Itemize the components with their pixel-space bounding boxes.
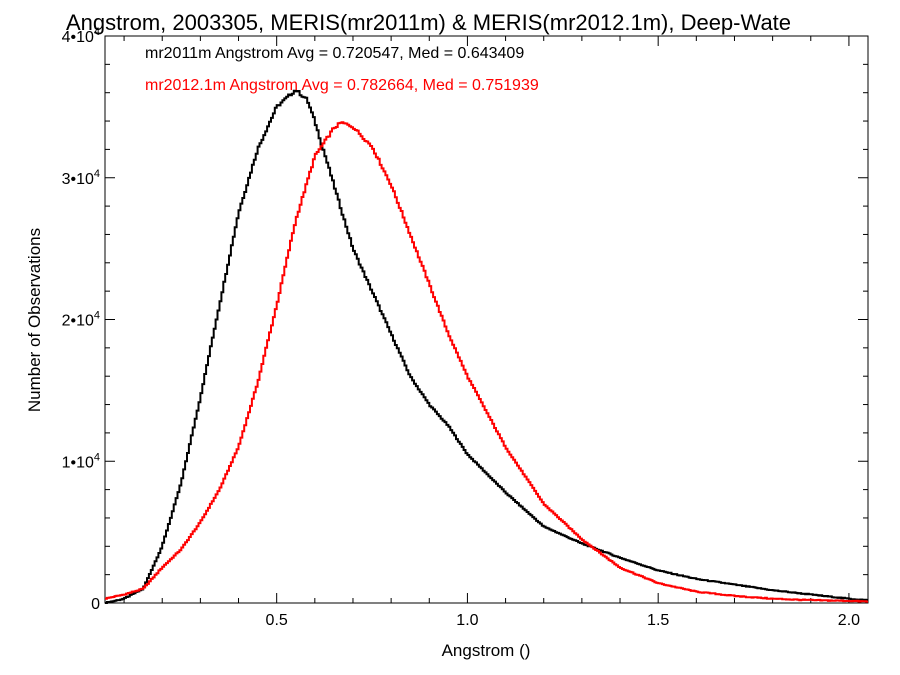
series-line-1 xyxy=(105,89,868,604)
x-tick-label: 0.5 xyxy=(266,612,288,629)
chart-title: Angstrom, 2003305, MERIS(mr2011m) & MERI… xyxy=(66,10,791,35)
series-line-2 xyxy=(105,121,868,603)
annotation-2: mr2012.1m Angstrom Avg = 0.782664, Med =… xyxy=(145,77,539,94)
y-axis: 0 1•104 2•104 3•104 4•104 xyxy=(62,26,868,613)
x-axis: 0.5 1.0 1.5 2.0 xyxy=(123,36,860,629)
x-tick-label: 1.0 xyxy=(456,612,478,629)
series-layer xyxy=(105,89,868,604)
annotations: mr2011m Angstrom Avg = 0.720547, Med = 0… xyxy=(145,45,539,94)
y-tick-label: 4•104 xyxy=(62,26,100,46)
annotation-1: mr2011m Angstrom Avg = 0.720547, Med = 0… xyxy=(145,45,524,62)
y-tick-label: 3•104 xyxy=(62,168,100,188)
y-tick-label: 2•104 xyxy=(62,310,100,330)
y-axis-label: Number of Observations xyxy=(25,228,44,412)
plot-frame xyxy=(104,35,869,604)
y-tick-label: 1•104 xyxy=(62,451,100,471)
x-tick-label: 2.0 xyxy=(838,612,860,629)
x-tick-label: 1.5 xyxy=(647,612,669,629)
x-axis-label: Angstrom () xyxy=(442,641,531,660)
y-tick-label: 0 xyxy=(91,596,100,613)
